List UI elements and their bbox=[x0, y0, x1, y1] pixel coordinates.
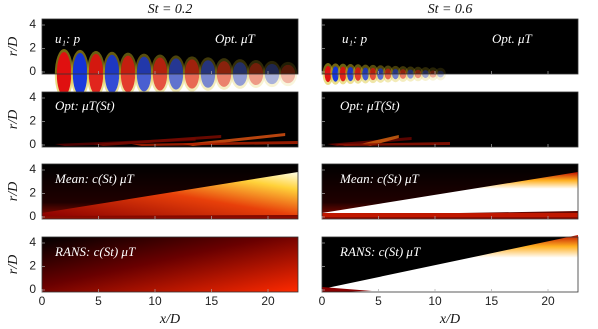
field bbox=[322, 92, 578, 147]
column-title: St = 0.6 bbox=[428, 2, 473, 17]
y-tick-label: 4 bbox=[29, 162, 36, 176]
y-axis-label: r/D bbox=[6, 37, 21, 56]
panel-label: Mean: c(St) μT bbox=[54, 171, 134, 186]
streak bbox=[360, 135, 399, 146]
y-tick-label: 2 bbox=[29, 41, 36, 55]
x-tick-label: 5 bbox=[95, 294, 102, 308]
column-title: St = 0.2 bbox=[148, 2, 193, 17]
panel-frame bbox=[321, 91, 579, 148]
y-tick-label: 0 bbox=[29, 209, 36, 223]
panel-label: u₁: p bbox=[342, 31, 368, 46]
x-tick-label: 20 bbox=[541, 294, 555, 308]
jet bbox=[42, 172, 298, 216]
panel-label: RANS: c(St) μT bbox=[54, 244, 136, 259]
y-tick-label: 0 bbox=[29, 282, 36, 296]
streak bbox=[131, 141, 298, 146]
panel-label: Mean: c(St) μT bbox=[339, 171, 419, 186]
panel-label: Opt: μT(St) bbox=[340, 98, 400, 113]
x-tick-label: 10 bbox=[428, 294, 442, 308]
panel-frame bbox=[41, 91, 299, 148]
panel-frame bbox=[321, 163, 579, 220]
panel-label: RANS: c(St) μT bbox=[339, 244, 421, 259]
y-tick-label: 0 bbox=[29, 137, 36, 151]
streak bbox=[93, 135, 222, 146]
y-axis-label: r/D bbox=[6, 255, 21, 274]
core bbox=[322, 213, 578, 217]
panel-frame bbox=[321, 236, 579, 293]
core bbox=[322, 287, 372, 292]
x-tick-label: 0 bbox=[39, 294, 46, 308]
streak bbox=[334, 142, 450, 146]
panel-label: Opt. μT bbox=[215, 31, 256, 46]
field bbox=[42, 237, 298, 292]
x-axis-label: x/D bbox=[439, 312, 460, 327]
panel-frame bbox=[41, 236, 299, 293]
y-axis-label: r/D bbox=[6, 182, 21, 201]
y-tick-label: 2 bbox=[29, 114, 36, 128]
y-tick-label: 0 bbox=[29, 64, 36, 78]
x-tick-label: 10 bbox=[148, 294, 162, 308]
y-tick-label: 2 bbox=[29, 186, 36, 200]
jet bbox=[322, 235, 578, 292]
panel-label: u₁: p bbox=[55, 31, 81, 46]
panel-frame bbox=[41, 18, 299, 75]
x-axis-label: x/D bbox=[159, 312, 180, 327]
x-tick-label: 20 bbox=[261, 294, 275, 308]
panel-label: Opt. μT bbox=[492, 31, 533, 46]
panel-label: Opt: μT(St) bbox=[55, 98, 115, 113]
jet bbox=[322, 172, 578, 214]
x-tick-label: 15 bbox=[205, 294, 219, 308]
x-tick-label: 15 bbox=[485, 294, 499, 308]
field bbox=[322, 19, 578, 74]
y-tick-label: 2 bbox=[29, 259, 36, 273]
panel-frame bbox=[41, 163, 299, 220]
panel-frame bbox=[321, 18, 579, 75]
y-tick-label: 4 bbox=[29, 90, 36, 104]
x-tick-label: 0 bbox=[319, 294, 326, 308]
y-tick-label: 4 bbox=[29, 17, 36, 31]
x-tick-label: 5 bbox=[375, 294, 382, 308]
y-axis-label: r/D bbox=[6, 110, 21, 129]
y-tick-label: 4 bbox=[29, 235, 36, 249]
